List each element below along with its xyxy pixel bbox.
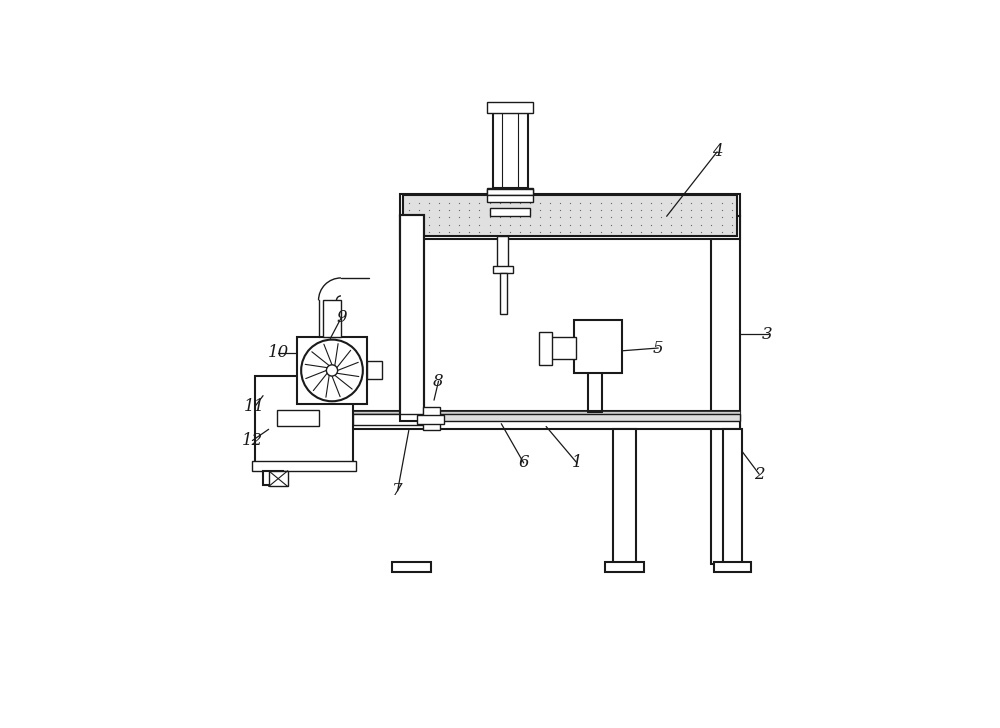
Bar (400, 215, 424, 421)
Bar (400, 216, 740, 239)
Bar (543, 337, 576, 359)
Bar (487, 195, 533, 202)
Text: 4: 4 (712, 143, 722, 160)
Text: 2: 2 (754, 466, 764, 483)
Bar (330, 411, 740, 430)
Bar (493, 266, 512, 274)
Circle shape (301, 339, 363, 401)
Bar (403, 195, 737, 236)
Text: 11: 11 (244, 398, 265, 416)
Bar (539, 332, 552, 365)
Bar (400, 215, 424, 421)
Text: 9: 9 (336, 309, 347, 325)
Text: 7: 7 (392, 483, 403, 499)
Text: 6: 6 (518, 454, 529, 472)
Text: 8: 8 (433, 373, 444, 389)
Bar (487, 189, 533, 195)
Bar (330, 414, 740, 421)
Bar (487, 189, 533, 195)
Bar (423, 407, 440, 430)
Text: 3: 3 (762, 325, 773, 342)
Bar (400, 215, 424, 421)
Text: 1: 1 (572, 454, 582, 472)
Bar (323, 301, 341, 337)
Bar (330, 411, 740, 416)
Bar (711, 210, 740, 563)
Bar (574, 320, 622, 373)
Bar (493, 113, 528, 189)
Bar (417, 415, 444, 424)
Text: 5: 5 (653, 339, 664, 357)
Bar (400, 194, 740, 216)
Bar (497, 236, 508, 266)
Bar (297, 337, 367, 404)
Bar (277, 410, 319, 427)
Bar (613, 430, 636, 563)
Circle shape (326, 365, 338, 376)
Bar (487, 103, 533, 113)
Bar (269, 471, 288, 486)
Bar (353, 414, 424, 425)
Bar (392, 562, 431, 572)
Bar (500, 274, 507, 314)
Bar (605, 562, 644, 572)
Bar (263, 471, 283, 486)
Bar (723, 430, 742, 563)
Text: 10: 10 (268, 344, 289, 361)
Bar (714, 562, 751, 572)
Text: 12: 12 (242, 432, 263, 449)
Bar (255, 376, 353, 463)
Bar (252, 462, 356, 471)
Bar (490, 208, 530, 216)
Bar (367, 362, 382, 379)
